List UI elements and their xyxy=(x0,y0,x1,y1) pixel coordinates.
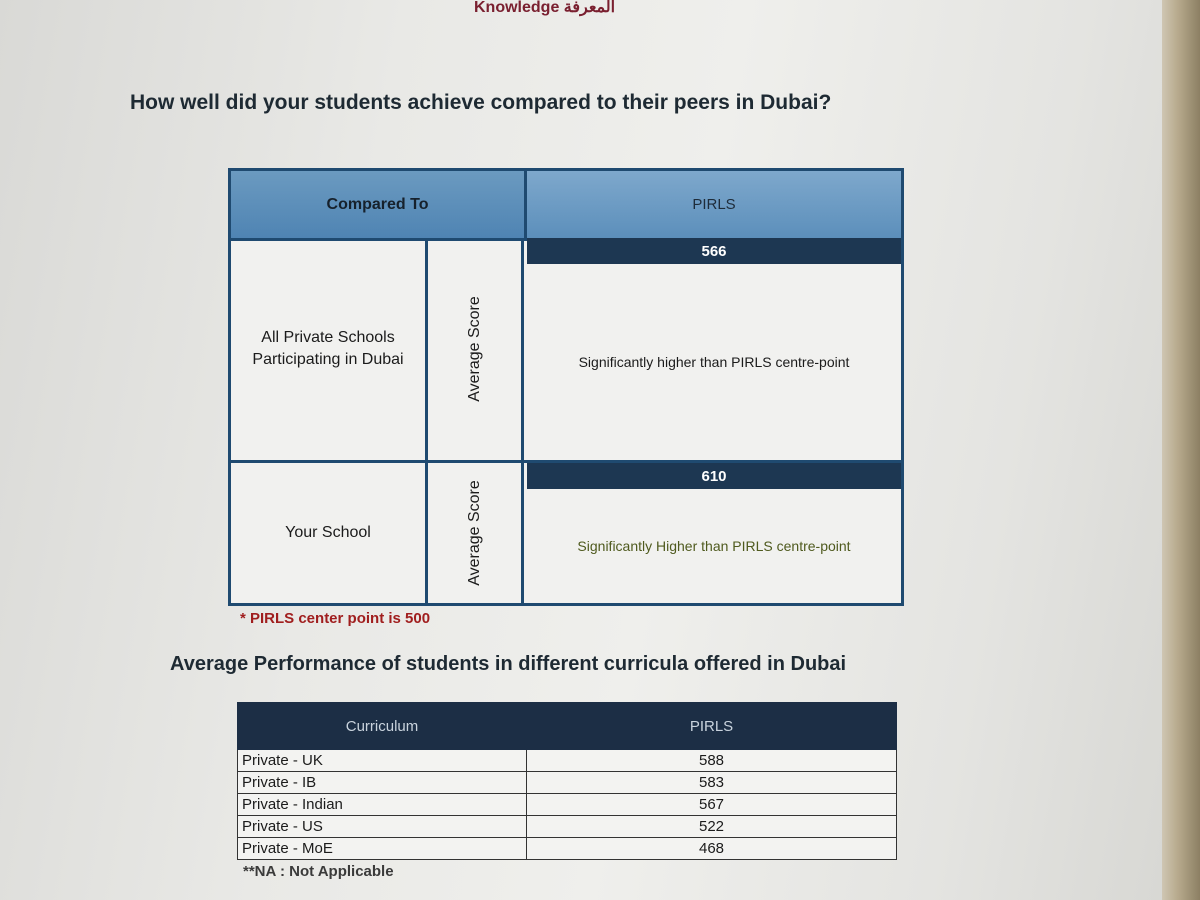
column-header-curriculum: Curriculum xyxy=(237,702,527,750)
not-applicable-footnote: **NA : Not Applicable xyxy=(243,863,394,880)
row2-compared-to: Your School xyxy=(231,463,428,603)
curriculum-pirls-score: 583 xyxy=(526,771,897,794)
row2-measure-label: Average Score xyxy=(465,480,483,586)
row1-score-value: 566 xyxy=(527,238,901,264)
curriculum-name: Private - US xyxy=(237,815,527,838)
curriculum-pirls-score: 522 xyxy=(526,815,897,838)
row-divider xyxy=(231,460,901,463)
curriculum-pirls-score: 468 xyxy=(526,837,897,860)
table-row: Private - UK 588 xyxy=(237,749,897,772)
row2-description: Significantly Higher than PIRLS centre-p… xyxy=(577,538,851,554)
row1-description: Significantly higher than PIRLS centre-p… xyxy=(578,354,850,370)
section-heading-peers: How well did your students achieve compa… xyxy=(130,91,832,114)
curricula-table: Curriculum PIRLS Private - UK 588 Privat… xyxy=(237,702,897,860)
curriculum-pirls-score: 567 xyxy=(526,793,897,816)
curricula-table-header-row: Curriculum PIRLS xyxy=(237,702,897,750)
curriculum-name: Private - MoE xyxy=(237,837,527,860)
frame-edge xyxy=(1162,0,1200,900)
curriculum-pirls-score: 588 xyxy=(526,749,897,772)
curriculum-name: Private - Indian xyxy=(237,793,527,816)
column-header-pirls: PIRLS xyxy=(527,171,901,241)
section-heading-curricula: Average Performance of students in diffe… xyxy=(170,653,847,675)
column-header-curricula-pirls: PIRLS xyxy=(526,702,897,750)
table-row: Private - US 522 xyxy=(237,815,897,838)
row1-compared-to: All Private Schools Participating in Dub… xyxy=(231,238,428,460)
row2-score-value: 610 xyxy=(527,463,901,489)
table-row: Private - MoE 468 xyxy=(237,837,897,860)
comparison-table: Compared To PIRLS All Private Schools Pa… xyxy=(228,168,904,606)
curriculum-name: Private - IB xyxy=(237,771,527,794)
table-row: Private - IB 583 xyxy=(237,771,897,794)
row1-measure-cell: Average Score xyxy=(428,238,524,460)
row2-measure-cell: Average Score xyxy=(428,463,524,603)
column-header-compared-to: Compared To xyxy=(231,171,527,241)
brand-header: Knowledge المعرفة xyxy=(474,0,616,16)
curriculum-name: Private - UK xyxy=(237,749,527,772)
table-row: Private - Indian 567 xyxy=(237,793,897,816)
row1-measure-label: Average Score xyxy=(465,296,483,402)
pirls-centre-point-footnote: * PIRLS center point is 500 xyxy=(240,610,431,627)
